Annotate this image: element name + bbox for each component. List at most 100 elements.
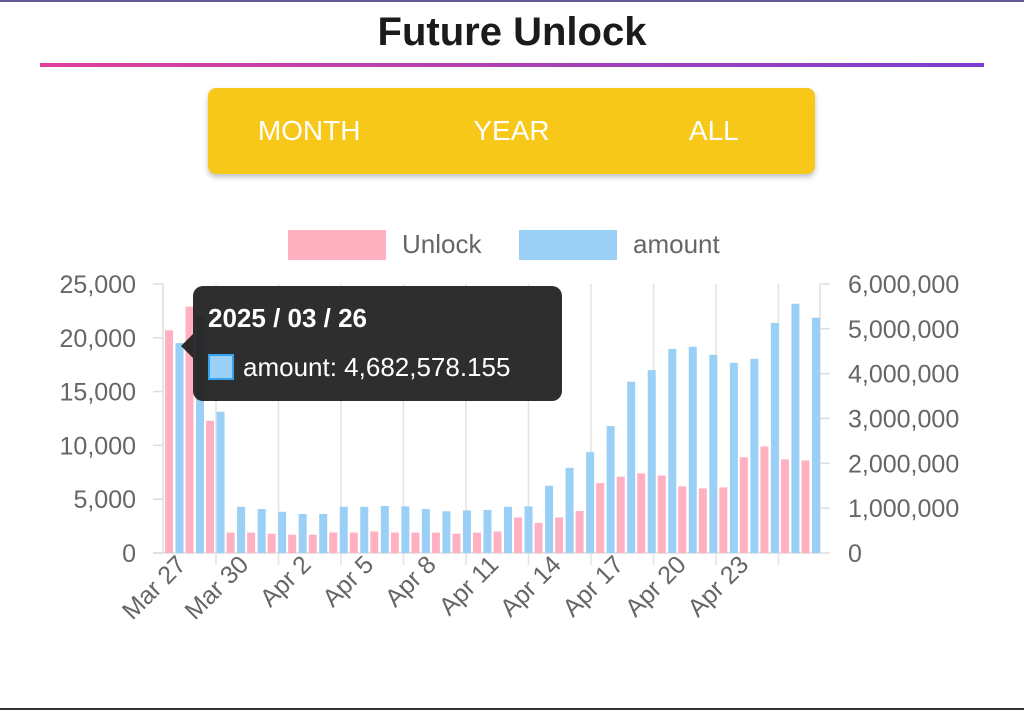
amount-bar — [278, 511, 287, 553]
amount-bar — [504, 506, 512, 553]
right-tick-label: 2,000,000 — [848, 450, 959, 478]
unlock-bar — [596, 483, 605, 553]
left-tick-label: 25,000 — [60, 271, 136, 299]
x-tick-label: Apr 14 — [495, 550, 567, 622]
top-border — [0, 0, 1024, 2]
x-tick-label: Apr 23 — [682, 550, 754, 622]
tooltip-label: amount: 4,682,578.155 — [243, 352, 511, 382]
amount-bar — [298, 513, 307, 553]
amount-bar — [360, 506, 369, 553]
bottom-border — [0, 708, 1024, 710]
amount-bar — [811, 317, 820, 553]
x-tick-label: Apr 20 — [620, 550, 692, 622]
unlock-bar — [411, 532, 420, 553]
tooltip-swatch — [208, 354, 234, 380]
right-tick-label: 6,000,000 — [848, 271, 959, 299]
amount-bar — [668, 349, 677, 553]
unlock-bar — [657, 475, 666, 553]
unlock-bar — [247, 532, 256, 553]
page-title: Future Unlock — [377, 10, 647, 54]
unlock-bar — [185, 306, 194, 553]
amount-bar — [709, 354, 718, 553]
unlock-bar — [226, 532, 235, 553]
amount-bar — [421, 509, 430, 553]
x-tick-label: Apr 8 — [380, 550, 442, 612]
amount-bar — [257, 509, 266, 553]
unlock-bar — [206, 420, 215, 553]
unlock-bar — [514, 517, 523, 553]
unlock-bar — [329, 532, 338, 553]
amount-bar — [237, 506, 246, 553]
x-tick-label: Apr 11 — [434, 550, 505, 621]
unlock-bar — [616, 476, 625, 553]
amount-bar — [770, 323, 779, 553]
unlock-bar — [637, 473, 646, 553]
amount-bar — [750, 358, 759, 553]
unlock-bar — [370, 531, 379, 553]
tooltip-arrow — [181, 334, 193, 358]
x-tick-label: Mar 30 — [179, 550, 254, 625]
unlock-bar — [431, 532, 440, 553]
right-tick-label: 5,000,000 — [848, 316, 959, 344]
unlock-bar — [472, 532, 481, 553]
left-tick-label: 10,000 — [60, 432, 136, 460]
x-tick-label: Apr 2 — [255, 550, 317, 612]
unlock-bar — [739, 457, 748, 553]
unlock-bar — [165, 330, 173, 553]
amount-bar — [791, 303, 800, 553]
legend-label-unlock: Unlock — [402, 229, 482, 259]
right-tick-label: 1,000,000 — [848, 495, 959, 523]
left-tick-label: 0 — [122, 540, 136, 568]
legend-label-amount: amount — [633, 229, 720, 259]
amount-bar — [606, 426, 615, 553]
amount-bar — [545, 485, 554, 553]
unlock-bar — [390, 532, 399, 553]
amount-bar — [216, 411, 225, 553]
unlock-bar — [534, 522, 543, 553]
legend-swatch-amount — [519, 230, 617, 260]
x-tick-label: Apr 5 — [317, 550, 379, 612]
right-tick-label: 3,000,000 — [848, 406, 959, 434]
amount-bar — [339, 506, 348, 553]
amount-bar — [483, 509, 492, 553]
amount-bar — [627, 381, 636, 553]
unlock-bar — [267, 533, 276, 553]
left-tick-label: 5,000 — [73, 486, 136, 514]
unlock-bar — [801, 460, 810, 553]
amount-bar — [196, 315, 205, 553]
unlock-bar — [698, 488, 707, 553]
chart-tooltip: 2025 / 03 / 26 amount: 4,682,578.155 — [181, 286, 562, 401]
amount-bar — [524, 506, 533, 553]
unlock-bar — [780, 459, 789, 553]
unlock-bar — [349, 532, 358, 553]
amount-bar — [462, 510, 471, 553]
amount-bar — [401, 506, 410, 553]
amount-bar — [586, 452, 595, 553]
legend-swatch-unlock — [288, 230, 386, 260]
left-tick-label: 20,000 — [60, 325, 136, 353]
unlock-bar — [493, 531, 502, 553]
unlock-bar — [575, 511, 584, 553]
unlock-bar — [555, 517, 564, 553]
tab-all[interactable]: ALL — [688, 115, 739, 146]
amount-bar — [688, 346, 697, 553]
unlock-bar — [288, 534, 297, 553]
amount-bar — [175, 343, 184, 553]
right-tick-label: 0 — [848, 540, 862, 568]
amount-bar — [565, 467, 574, 553]
unlock-bar — [719, 487, 728, 553]
x-tick-label: Apr 17 — [557, 550, 629, 622]
amount-bar — [729, 362, 738, 553]
title-underline — [40, 63, 984, 67]
amount-bar — [442, 511, 451, 553]
unlock-bar — [452, 533, 461, 553]
amount-bar — [647, 370, 656, 553]
tooltip-title: 2025 / 03 / 26 — [208, 303, 368, 333]
amount-bar — [319, 513, 328, 553]
tab-year[interactable]: YEAR — [473, 115, 550, 146]
tab-month[interactable]: MONTH — [257, 115, 361, 146]
amount-bar — [380, 505, 389, 553]
unlock-bar — [678, 486, 687, 553]
right-tick-label: 4,000,000 — [848, 361, 959, 389]
